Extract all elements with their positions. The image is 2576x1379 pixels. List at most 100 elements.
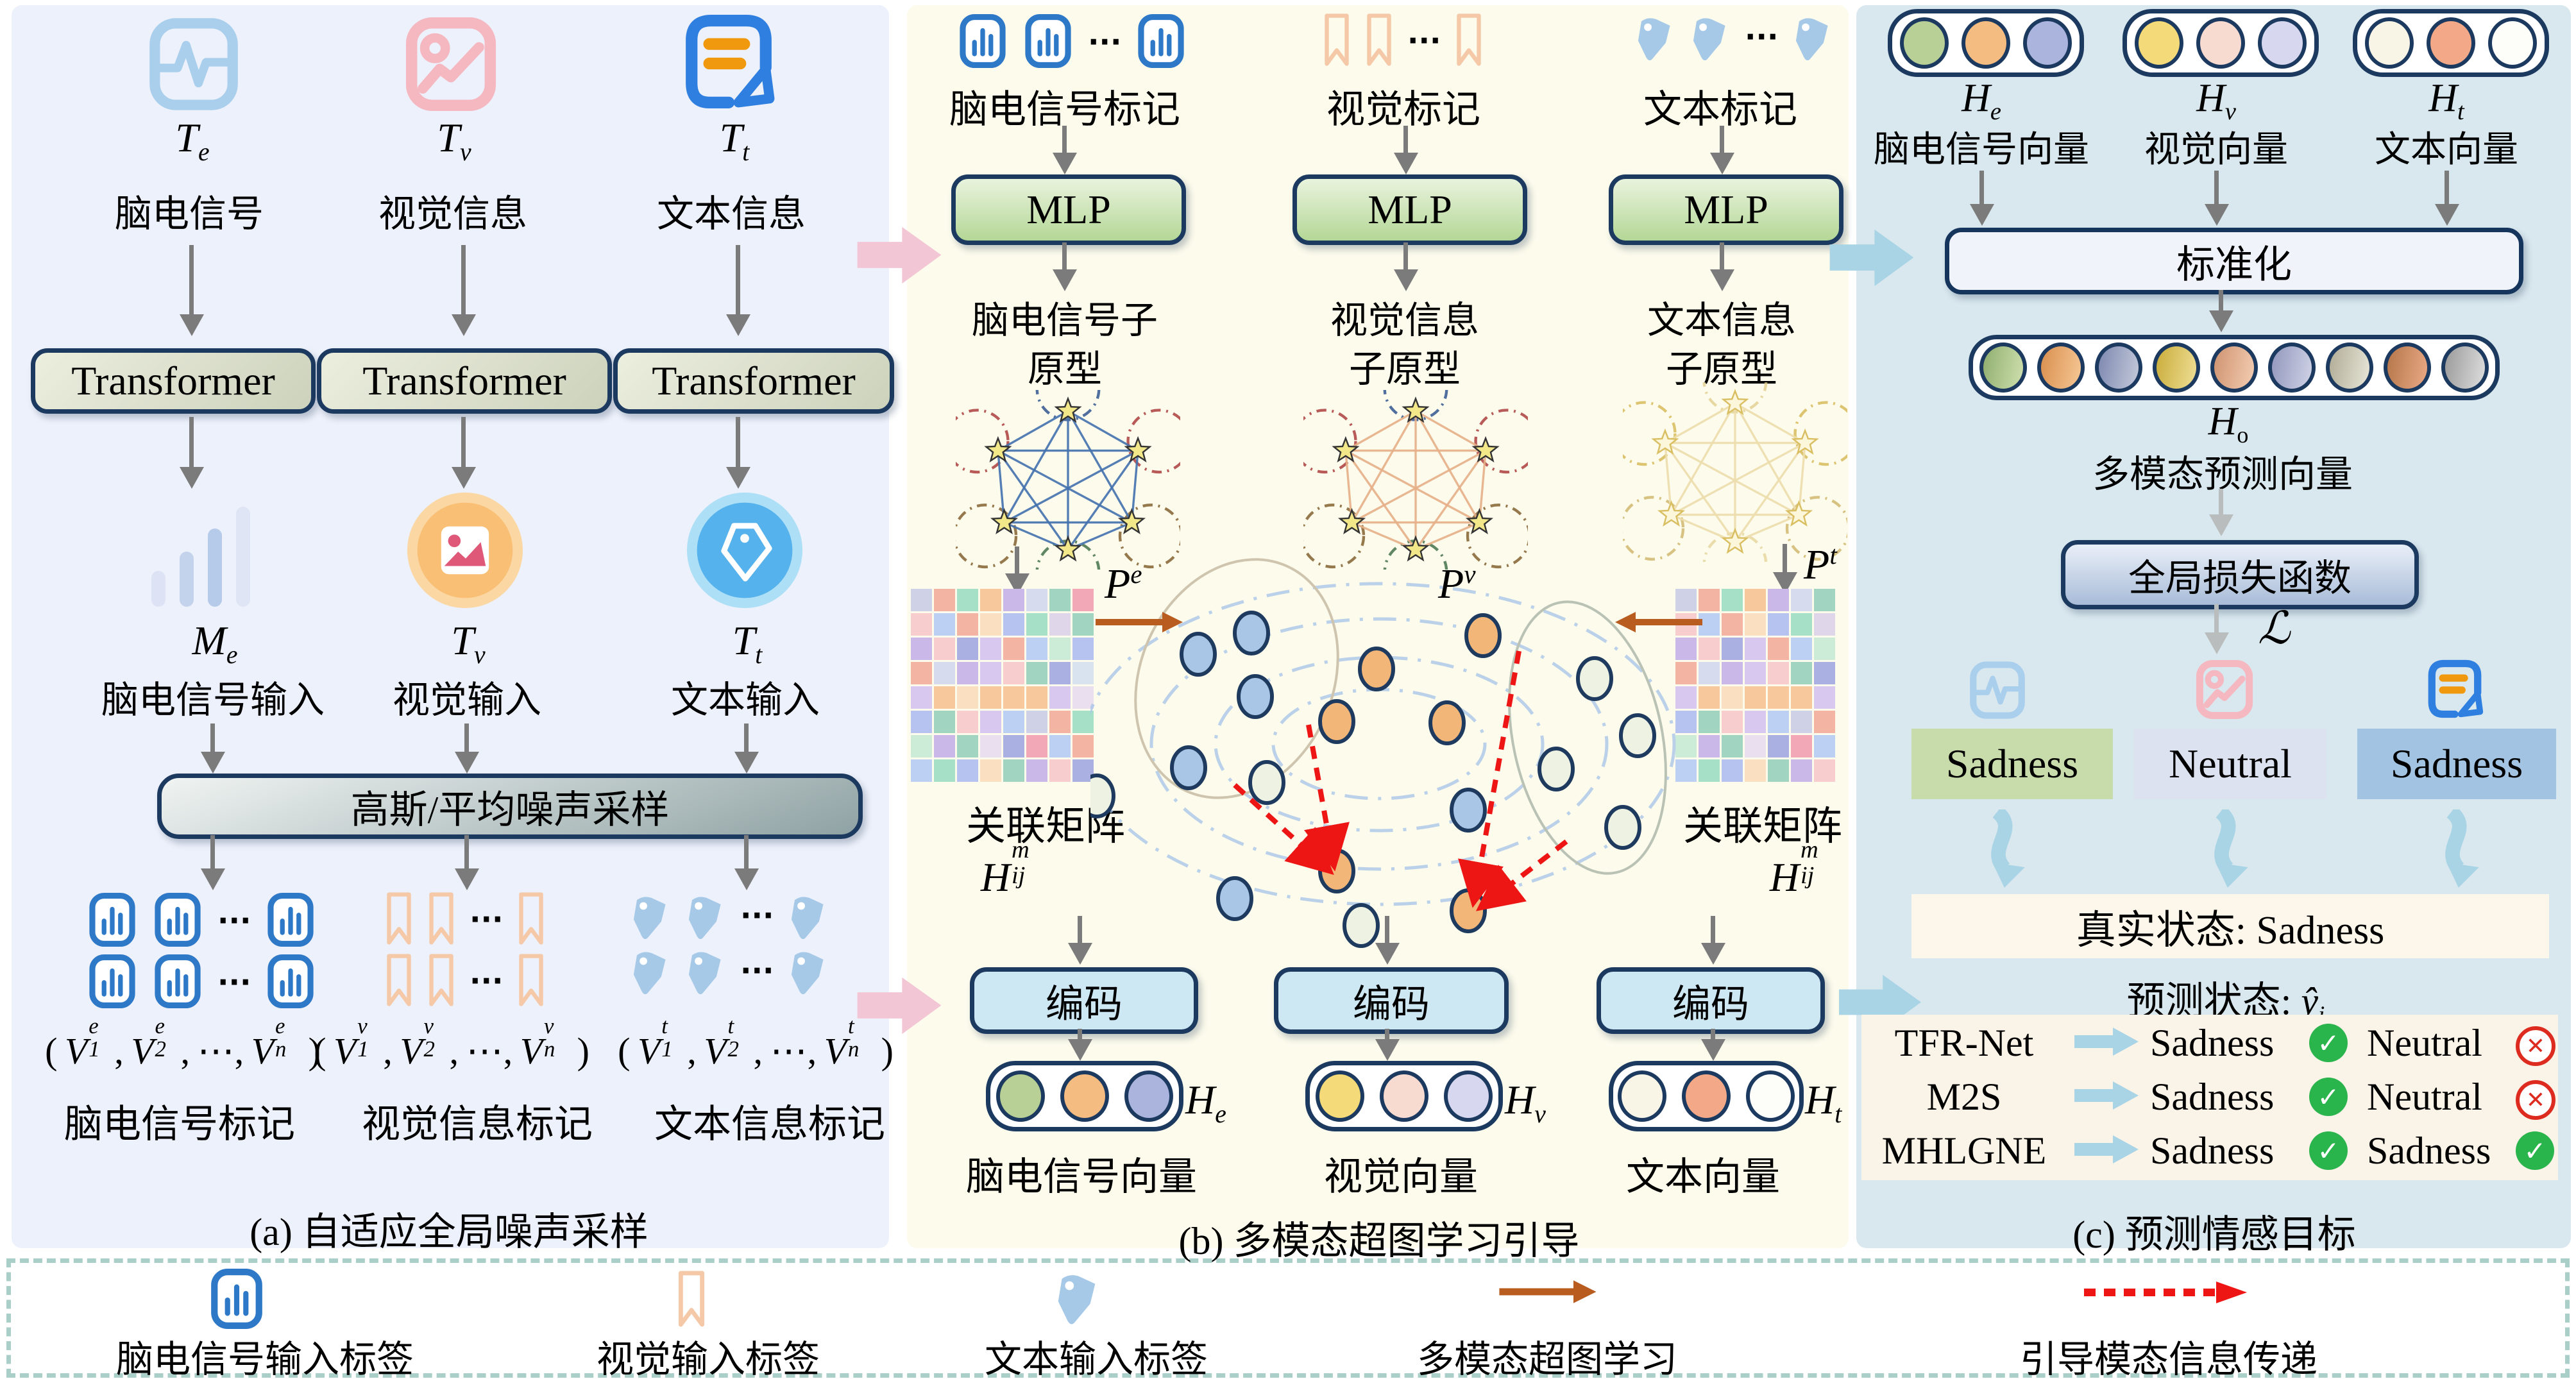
arrow-down <box>210 835 215 868</box>
eeg-token <box>152 954 203 1008</box>
hypergraph-node-graph <box>1090 518 1706 967</box>
vector-element <box>2365 17 2414 69</box>
hypergraph-prototype-visual <box>1303 390 1528 570</box>
symbol-Pt: Pt <box>1804 541 1837 588</box>
vector-element <box>2210 343 2258 393</box>
mlp-box-visual: MLP <box>1292 174 1527 245</box>
vector-element <box>1979 343 2027 393</box>
label-visual-tokens: 视觉信息标记 <box>362 1103 593 1146</box>
vector-element <box>1124 1070 1173 1122</box>
vector-capsule-He-c <box>1888 9 2084 77</box>
label-eeg-subprototype: 脑电信号子 原型 <box>971 300 1158 390</box>
vector-capsule-He <box>986 1061 1183 1131</box>
arrow-down <box>1062 126 1067 153</box>
eeg-token <box>265 893 316 947</box>
arrow-down <box>1711 1029 1715 1039</box>
arrow-down <box>189 417 194 467</box>
arrow-down <box>1720 242 1724 269</box>
encode-box-text: 编码 <box>1597 967 1825 1034</box>
arrow-down <box>1403 126 1408 153</box>
label-text-vector: 文本向量 <box>1626 1156 1780 1198</box>
vector-element <box>1746 1070 1795 1122</box>
tag-token <box>788 894 829 942</box>
transformer-box-text: Transformer <box>613 348 894 414</box>
ellipsis: ··· <box>470 963 504 998</box>
text-info-icon-small <box>2425 658 2485 720</box>
emotion-box-visual: Neutral <box>2134 729 2326 799</box>
vector-element <box>2384 343 2431 393</box>
symbol-Tt-input: Tt <box>732 618 763 669</box>
panel-adaptive-noise-sampling <box>12 5 889 1248</box>
emotion-box-text: Sadness <box>2357 729 2556 799</box>
symbol-Me: Me <box>192 618 238 669</box>
eeg-token <box>87 893 138 947</box>
label-eeg-signal: 脑电信号 <box>114 193 264 235</box>
arrow-down <box>1711 916 1715 943</box>
ellipsis: ··· <box>1745 19 1779 54</box>
label-text-info: 文本信息 <box>656 193 806 235</box>
label-eeg-vector: 脑电信号向量 <box>966 1156 1197 1198</box>
arrow-down <box>1979 171 1984 204</box>
vector-element <box>2326 343 2373 393</box>
result-pred1-m2s: Sadness <box>2150 1076 2275 1118</box>
bookmark-token <box>517 953 545 1007</box>
tag-token <box>630 894 671 942</box>
encode-box-visual: 编码 <box>1274 967 1509 1034</box>
encode-box-eeg: 编码 <box>970 967 1198 1034</box>
vector-capsule-Hv <box>1305 1061 1503 1131</box>
vector-element <box>2153 343 2200 393</box>
visual-info-icon-small <box>2195 659 2254 720</box>
model-name-m2s: M2S <box>1926 1076 2002 1118</box>
vector-element <box>2258 17 2307 69</box>
visual-token-cluster: ··· ··· <box>385 892 545 1015</box>
arrow-down <box>1403 242 1408 269</box>
caption-panel-c: (c) 预测情感目标 <box>2072 1214 2356 1256</box>
arrow-down <box>1783 544 1787 572</box>
eeg-token <box>957 14 1008 68</box>
symbol-He-c: He <box>1962 76 2001 126</box>
hypergraph-prototype-text <box>1623 382 1847 562</box>
tag-token <box>630 949 671 997</box>
emotion-box-eeg: Sadness <box>1911 729 2113 799</box>
eeg-token <box>87 954 138 1008</box>
flow-arrow-a-to-b-top <box>857 226 942 285</box>
result-pred2-tfrnet: Neutral <box>2367 1022 2482 1064</box>
symbol-Pv: Pv <box>1438 560 1476 607</box>
vector-element <box>1380 1070 1428 1122</box>
incorrect-icon: ✕ <box>2516 1026 2555 1066</box>
symbol-Tv-input: Tv <box>451 618 486 669</box>
signal-bars-icon <box>146 495 255 611</box>
vector-element <box>2268 343 2316 393</box>
arrow-down <box>1385 916 1389 943</box>
vector-capsule-Ht <box>1609 1061 1804 1131</box>
bookmark-token <box>1323 13 1351 67</box>
bookmark-token <box>1365 13 1393 67</box>
eeg-token <box>1022 14 1074 68</box>
correct-icon: ✓ <box>2309 1131 2348 1170</box>
result-pred1-mhlgne: Sadness <box>2150 1129 2275 1172</box>
image-badge-icon <box>405 491 525 610</box>
result-arrow <box>2073 1081 2140 1110</box>
vector-element <box>2023 17 2072 69</box>
arrow-down <box>1385 1029 1389 1039</box>
symbol-Pe: Pe <box>1105 560 1142 607</box>
arrow-down <box>736 245 740 314</box>
arrow-down <box>1078 916 1082 943</box>
eeg-token-row: ··· <box>957 14 1187 76</box>
bookmark-token <box>385 953 413 1007</box>
vector-element <box>2196 17 2245 69</box>
symbol-He: He <box>1185 1077 1226 1128</box>
result-arrow <box>2073 1135 2140 1163</box>
label-text-tokens: 文本信息标记 <box>654 1103 885 1146</box>
curved-arrow <box>2428 809 2505 888</box>
model-name-tfrnet: TFR-Net <box>1894 1022 2034 1064</box>
ellipsis: ··· <box>740 898 774 933</box>
arrow-down <box>2219 290 2223 310</box>
caption-panel-a: (a) 自适应全局噪声采样 <box>250 1211 648 1253</box>
ellipsis: ··· <box>1407 23 1441 58</box>
